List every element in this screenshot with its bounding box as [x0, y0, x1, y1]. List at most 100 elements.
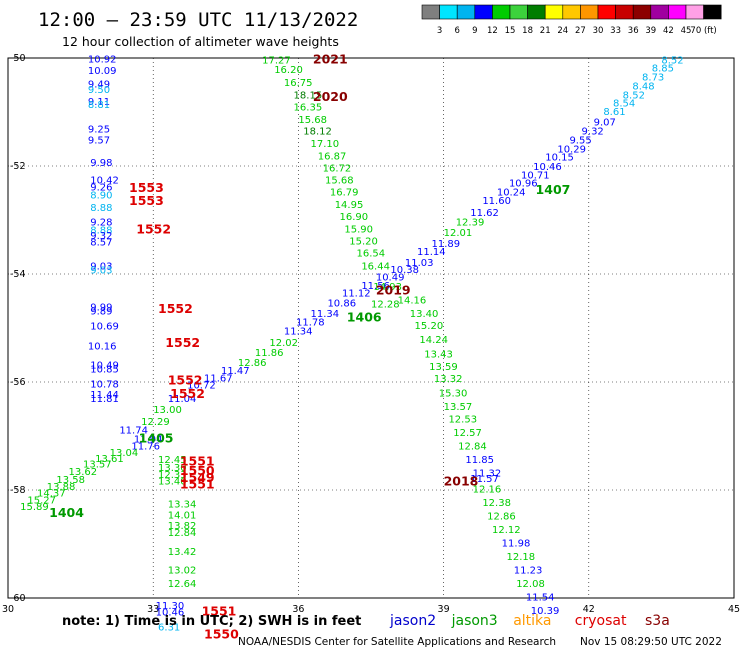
colorbar-label: 15	[505, 26, 516, 36]
wave-height-value: 10.39	[531, 606, 560, 617]
wave-height-value: 11.60	[482, 196, 511, 207]
wave-height-value: 14.01	[168, 511, 197, 522]
wave-height-value: 13.57	[444, 402, 473, 413]
wave-height-value: 11.04	[168, 394, 197, 405]
colorbar-swatch	[668, 4, 687, 20]
legend-item: altika	[513, 613, 551, 629]
wave-height-value: 9.32	[582, 127, 604, 138]
wave-height-value: 9.57	[88, 135, 110, 146]
wave-height-value: 15.68	[298, 115, 327, 126]
colorbar-swatch	[527, 4, 546, 20]
pass-time-label: 1405	[139, 430, 174, 445]
wave-height-value: 12.29	[141, 417, 170, 428]
wave-height-value: 8.90	[90, 190, 112, 201]
wave-height-value: 16.35	[294, 102, 323, 113]
wave-height-value: 12.16	[473, 485, 502, 496]
wave-height-value: 11.67	[204, 373, 233, 384]
wave-height-value: 9.98	[90, 158, 112, 169]
colorbar-swatch	[615, 4, 634, 20]
wave-height-value: 14.95	[335, 200, 364, 211]
wave-height-value: 16.44	[361, 262, 390, 273]
plot-frame	[7, 57, 735, 599]
colorbar-swatch	[703, 4, 722, 20]
colorbar-swatch	[456, 4, 476, 20]
colorbar-label: 33	[610, 26, 621, 36]
wave-height-value: 9.49	[88, 80, 110, 91]
plot-grid	[7, 57, 735, 599]
wave-height-value: 10.09	[88, 66, 117, 77]
wave-height-value: 11.47	[221, 366, 250, 377]
wave-height-value: 18.12	[303, 127, 332, 138]
wave-height-value: 8.52	[623, 91, 645, 102]
wave-height-value: 8.85	[652, 64, 674, 75]
wave-height-value: 13.58	[56, 475, 85, 486]
wave-height-value: 10.78	[90, 379, 119, 390]
colorbar-swatch	[562, 4, 581, 20]
x-tick-label: 33	[147, 604, 159, 615]
colorbar-label: 3	[437, 26, 442, 36]
wave-height-value: 15.27	[27, 496, 56, 507]
wave-height-value: 11.89	[432, 239, 461, 250]
pass-time-label: 1552	[136, 222, 171, 237]
wave-height-value: 11.98	[502, 539, 531, 550]
wave-height-value: 13.02	[168, 566, 197, 577]
wave-height-value: 9.11	[88, 97, 110, 108]
wave-height-value: 9.26	[90, 182, 112, 193]
colorbar-label: 9	[472, 26, 477, 36]
wave-height-value: 16.72	[323, 163, 352, 174]
wave-height-value: 15.68	[325, 175, 354, 186]
wave-height-value: 17.10	[311, 139, 340, 150]
wave-height-value: 11.74	[119, 425, 148, 436]
colorbar-label: 36	[628, 26, 639, 36]
x-tick-label: 39	[438, 604, 450, 615]
wave-height-value: 8.73	[642, 73, 664, 84]
wave-height-value: 11.62	[470, 208, 499, 219]
colorbar-label: 42	[663, 26, 674, 36]
wave-height-value: 10.42	[90, 175, 119, 186]
wave-height-value: 13.43	[424, 350, 453, 361]
wave-height-value: 9.99	[90, 303, 112, 314]
wave-height-value: 10.71	[521, 170, 550, 181]
wave-height-value: 9.89	[90, 307, 112, 318]
wave-height-value: 10.46	[533, 162, 562, 173]
wave-height-value: 12.84	[458, 442, 487, 453]
pass-time-label: 1550	[180, 463, 215, 478]
wave-height-value: 13.59	[429, 362, 458, 373]
pass-time-label: 1407	[536, 182, 571, 197]
colorbar-label: 70 (ft)	[690, 26, 716, 36]
wave-height-value: 8.48	[632, 81, 654, 92]
wave-height-value: 9.03	[90, 265, 112, 276]
wave-height-value: 8.54	[613, 99, 635, 110]
wave-height-value: 16.90	[340, 212, 369, 223]
wave-height-value: 11.54	[526, 593, 555, 604]
wave-height-value: 12.86	[487, 512, 516, 523]
colorbar-swatch	[421, 4, 440, 20]
wave-height-value: 10.46	[156, 607, 185, 618]
wave-height-value: 12.64	[168, 579, 197, 590]
wave-height-value: 9.25	[88, 125, 110, 136]
footer-credit: NOAA/NESDIS Center for Satellite Applica…	[238, 636, 556, 648]
colorbar-label: 30	[593, 26, 604, 36]
pass-time-label: 1550	[204, 627, 239, 642]
wave-height-value: 12.86	[238, 358, 267, 369]
axis-ticks: 30 33 36 39 42 45 -50 -52 -54 -56 -58 -60	[2, 53, 740, 615]
colorbar-swatch	[632, 4, 652, 20]
wave-height-value: 13.32	[434, 374, 463, 385]
wave-height-value: 8.88	[90, 226, 112, 237]
wave-height-value: 9.32	[90, 231, 112, 242]
wave-height-value: 8.88	[90, 203, 112, 214]
wave-height-value: 11.44	[90, 390, 119, 401]
y-tick-label: -50	[10, 53, 26, 64]
pass-labels: 2021202020192018155315531552155215521552…	[49, 51, 570, 641]
wave-height-value: 14.93	[373, 282, 402, 293]
colorbar-swatch	[509, 4, 528, 20]
wave-height-value: 11.81	[90, 394, 119, 405]
colorbar-label: 24	[557, 26, 568, 36]
wave-height-value: 11.32	[473, 469, 502, 480]
wave-height-value: 12.33	[158, 470, 187, 481]
pass-time-label: 1549	[180, 470, 215, 485]
wave-height-value: 9.50	[88, 85, 110, 96]
wave-height-value: 12.57	[453, 428, 482, 439]
colorbar-swatch	[492, 4, 511, 20]
